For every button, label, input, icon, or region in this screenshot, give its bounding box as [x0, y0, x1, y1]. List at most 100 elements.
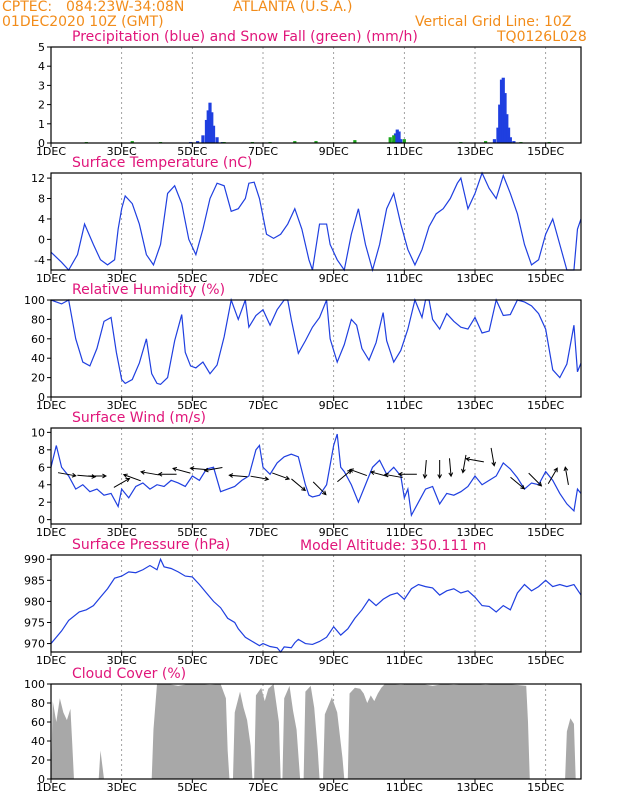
wind-direction-arrow-icon — [510, 476, 526, 490]
x-tick-label: 11DEC — [386, 145, 423, 158]
wind-direction-arrow-icon — [113, 477, 131, 488]
y-tick-label: 0 — [38, 514, 45, 527]
y-tick-label: -4 — [34, 254, 45, 267]
wind-direction-arrow-icon — [77, 474, 97, 479]
x-tick-label: 5DEC — [177, 654, 207, 667]
series-line-temperature — [50, 171, 582, 273]
x-tick-label: 7DEC — [248, 145, 278, 158]
precip-bar — [215, 137, 219, 143]
wind-direction-arrow-icon — [547, 467, 558, 485]
panel-title: Cloud Cover (%) — [72, 666, 186, 682]
x-tick-label: 3DEC — [107, 272, 137, 285]
y-tick-label: 975 — [24, 616, 45, 629]
x-tick-label: 1DEC — [36, 654, 66, 667]
x-tick-label: 11DEC — [386, 272, 423, 285]
wind-direction-arrow-icon — [383, 472, 403, 479]
panel-0: 0 1 2 3 4 5 1DEC 3DEC 5DEC 7DEC 9DEC 11DEC 13DEC 15DE… — [36, 29, 582, 158]
y-tick-label: 2 — [38, 496, 45, 509]
x-tick-label: 11DEC — [386, 781, 423, 794]
y-tick-label: 80 — [31, 313, 45, 326]
x-tick-label: 3DEC — [107, 654, 137, 667]
x-tick-label: 7DEC — [248, 781, 278, 794]
plot-frame — [50, 683, 582, 780]
y-tick-label: 6 — [38, 461, 45, 474]
wind-direction-arrow-icon — [528, 472, 543, 487]
x-tick-label: 5DEC — [177, 781, 207, 794]
precip-bar — [512, 141, 516, 143]
snow-bar — [130, 141, 134, 143]
wind-direction-arrow-icon — [461, 454, 467, 474]
precip-bar — [206, 110, 210, 143]
panel-title: Precipitation (blue) and Snow Fall (gree… — [72, 29, 418, 45]
x-tick-label: 13DEC — [456, 399, 493, 412]
y-tick-label: 2 — [38, 99, 45, 112]
precip-bar — [196, 141, 200, 143]
x-tick-label: 15DEC — [527, 654, 564, 667]
y-tick-label: 100 — [24, 294, 45, 307]
y-tick-label: 3 — [38, 79, 45, 92]
x-tick-label: 9DEC — [319, 399, 349, 412]
x-tick-label: 7DEC — [248, 654, 278, 667]
wind-direction-arrow-icon — [397, 471, 417, 477]
panel-title: Surface Pressure (hPa) — [72, 537, 230, 553]
plot-frame — [50, 299, 582, 398]
panel-3: 0 2 4 6 8 10 1DEC 3DEC 5DEC 7DEC 9DEC 11DEC 13DEC 15D… — [31, 410, 582, 539]
x-tick-label: 11DEC — [386, 399, 423, 412]
panel-5: 0 20 40 60 80 100 1DEC 3DEC 5DEC 7DEC 9DEC 11DEC 13D… — [24, 666, 582, 794]
x-tick-label: 13DEC — [456, 272, 493, 285]
y-tick-label: 60 — [31, 333, 45, 346]
x-tick-label: 15DEC — [527, 145, 564, 158]
precip-bar — [397, 131, 401, 143]
precip-bar — [393, 133, 398, 143]
wind-direction-arrow-icon — [172, 467, 191, 474]
precip-bar — [492, 139, 497, 143]
x-tick-label: 7DEC — [248, 272, 278, 285]
x-tick-label: 7DEC — [248, 526, 278, 539]
y-tick-label: 100 — [24, 678, 45, 691]
plot-frame — [50, 172, 582, 271]
wind-direction-arrow-icon — [448, 458, 454, 478]
wind-direction-arrow-icon — [157, 471, 177, 477]
x-tick-label: 9DEC — [319, 272, 349, 285]
wind-direction-arrow-icon — [140, 470, 159, 476]
header-code: TQ0126L028 — [496, 29, 587, 45]
precip-bar — [399, 139, 403, 143]
precip-bar — [211, 125, 216, 143]
precip-bar — [208, 102, 212, 143]
x-tick-label: 1DEC — [36, 145, 66, 158]
x-tick-label: 5DEC — [177, 399, 207, 412]
y-tick-label: 4 — [38, 479, 45, 492]
wind-direction-arrow-icon — [203, 466, 223, 473]
x-tick-label: 13DEC — [456, 781, 493, 794]
x-tick-label: 9DEC — [319, 654, 349, 667]
x-tick-label: 11DEC — [386, 654, 423, 667]
header-coords: 084:23W-34:08N — [66, 0, 184, 15]
x-tick-label: 3DEC — [107, 145, 137, 158]
x-tick-label: 15DEC — [527, 781, 564, 794]
wind-direction-arrow-icon — [291, 478, 307, 492]
y-tick-label: 980 — [24, 595, 45, 608]
x-tick-label: 3DEC — [107, 526, 137, 539]
precip-bar — [498, 104, 502, 143]
panel-2: 0 20 40 60 80 100 1DEC 3DEC 5DEC 7DEC 9DEC 11DEC 13D… — [24, 282, 582, 412]
y-tick-label: 40 — [31, 735, 45, 748]
precip-bar — [503, 93, 507, 143]
x-tick-label: 13DEC — [456, 654, 493, 667]
wind-direction-arrow-icon — [465, 456, 484, 463]
wind-direction-arrow-icon — [312, 481, 327, 496]
y-tick-label: 8 — [38, 193, 45, 206]
wind-direction-arrow-icon — [87, 473, 107, 479]
x-tick-label: 1DEC — [36, 526, 66, 539]
panel-4: 970 975 980 985 990 1DEC 3DEC 5DEC 7DEC 9DEC 11DEC… — [24, 537, 582, 667]
precip-bar — [505, 114, 509, 143]
x-tick-label: 1DEC — [36, 399, 66, 412]
wind-direction-arrow-icon — [250, 475, 270, 482]
wind-direction-arrow-icon — [57, 472, 77, 478]
y-tick-label: 12 — [31, 172, 45, 185]
snow-bar — [353, 140, 357, 143]
snow-bar — [392, 135, 396, 143]
y-tick-label: 4 — [38, 213, 45, 226]
x-tick-label: 5DEC — [177, 272, 207, 285]
cloud-cover-area — [51, 684, 581, 779]
